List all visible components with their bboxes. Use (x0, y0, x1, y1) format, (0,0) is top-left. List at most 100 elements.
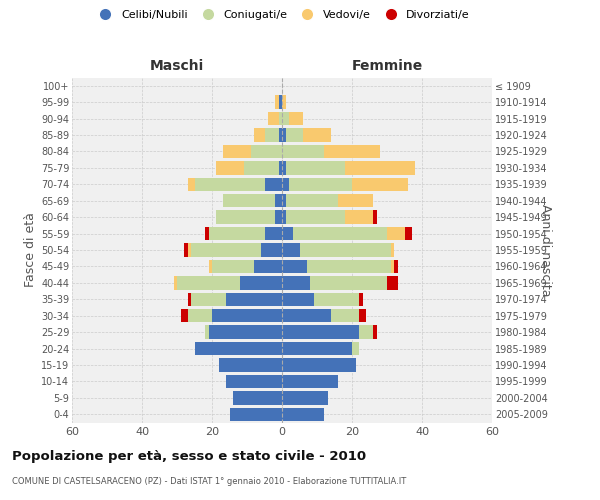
Bar (282, 194, 286, 207)
Bar (387, 227, 404, 240)
Bar (282, 408, 324, 421)
Bar (324, 144, 380, 158)
Bar (254, 260, 282, 273)
Bar (212, 260, 254, 273)
Bar (233, 391, 282, 404)
Bar (391, 244, 394, 256)
Text: Popolazione per età, sesso e stato civile - 2010: Popolazione per età, sesso e stato civil… (12, 450, 366, 463)
Bar (286, 210, 345, 224)
Bar (275, 194, 282, 207)
Bar (268, 112, 278, 126)
Bar (278, 161, 282, 174)
Bar (286, 194, 338, 207)
Bar (286, 161, 345, 174)
Bar (261, 244, 282, 256)
Bar (265, 128, 278, 141)
Y-axis label: Fasce di età: Fasce di età (23, 212, 37, 288)
Bar (282, 309, 331, 322)
Bar (223, 144, 251, 158)
Bar (282, 326, 359, 339)
Bar (352, 178, 408, 191)
Bar (209, 260, 212, 273)
Bar (282, 210, 286, 224)
Legend: Celibi/Nubili, Coniugati/e, Vedovi/e, Divorziati/e: Celibi/Nubili, Coniugati/e, Vedovi/e, Di… (90, 6, 474, 25)
Bar (209, 227, 265, 240)
Bar (331, 309, 359, 322)
Bar (299, 244, 391, 256)
Bar (282, 128, 286, 141)
Bar (282, 342, 352, 355)
Bar (282, 276, 310, 289)
Bar (187, 292, 191, 306)
Bar (373, 210, 377, 224)
Bar (282, 292, 314, 306)
Y-axis label: Anni di nascita: Anni di nascita (539, 204, 552, 296)
Bar (282, 96, 286, 109)
Bar (173, 276, 177, 289)
Bar (278, 96, 282, 109)
Bar (254, 128, 265, 141)
Bar (310, 276, 387, 289)
Bar (187, 244, 191, 256)
Bar (229, 408, 282, 421)
Bar (345, 210, 373, 224)
Bar (265, 178, 282, 191)
Bar (286, 128, 303, 141)
Bar (275, 210, 282, 224)
Bar (282, 358, 355, 372)
Bar (251, 144, 282, 158)
Bar (359, 326, 373, 339)
Bar (265, 227, 282, 240)
Bar (404, 227, 412, 240)
Bar (282, 374, 338, 388)
Bar (391, 260, 394, 273)
Bar (345, 161, 415, 174)
Bar (191, 244, 261, 256)
Bar (194, 178, 265, 191)
Text: COMUNE DI CASTELSARACENO (PZ) - Dati ISTAT 1° gennaio 2010 - Elaborazione TUTTIT: COMUNE DI CASTELSARACENO (PZ) - Dati IST… (12, 478, 406, 486)
Bar (223, 194, 275, 207)
Bar (215, 210, 275, 224)
Bar (352, 342, 359, 355)
Bar (226, 374, 282, 388)
Bar (387, 276, 398, 289)
Bar (275, 96, 278, 109)
Bar (278, 128, 282, 141)
Bar (282, 244, 299, 256)
Bar (215, 161, 244, 174)
Bar (289, 112, 303, 126)
Bar (394, 260, 398, 273)
Bar (240, 276, 282, 289)
Text: Maschi: Maschi (150, 58, 204, 72)
Bar (359, 292, 362, 306)
Text: Femmine: Femmine (352, 58, 422, 72)
Bar (219, 358, 282, 372)
Bar (282, 391, 328, 404)
Bar (278, 112, 282, 126)
Bar (314, 292, 359, 306)
Bar (205, 227, 209, 240)
Bar (307, 260, 391, 273)
Bar (191, 292, 226, 306)
Bar (212, 309, 282, 322)
Bar (282, 144, 324, 158)
Bar (187, 309, 212, 322)
Bar (177, 276, 240, 289)
Bar (359, 309, 366, 322)
Bar (282, 260, 307, 273)
Bar (293, 227, 387, 240)
Bar (338, 194, 373, 207)
Bar (194, 342, 282, 355)
Bar (289, 178, 352, 191)
Bar (282, 178, 289, 191)
Bar (187, 178, 194, 191)
Bar (282, 227, 293, 240)
Bar (282, 161, 286, 174)
Bar (282, 112, 289, 126)
Bar (373, 326, 377, 339)
Bar (226, 292, 282, 306)
Bar (181, 309, 187, 322)
Bar (244, 161, 278, 174)
Bar (209, 326, 282, 339)
Bar (184, 244, 187, 256)
